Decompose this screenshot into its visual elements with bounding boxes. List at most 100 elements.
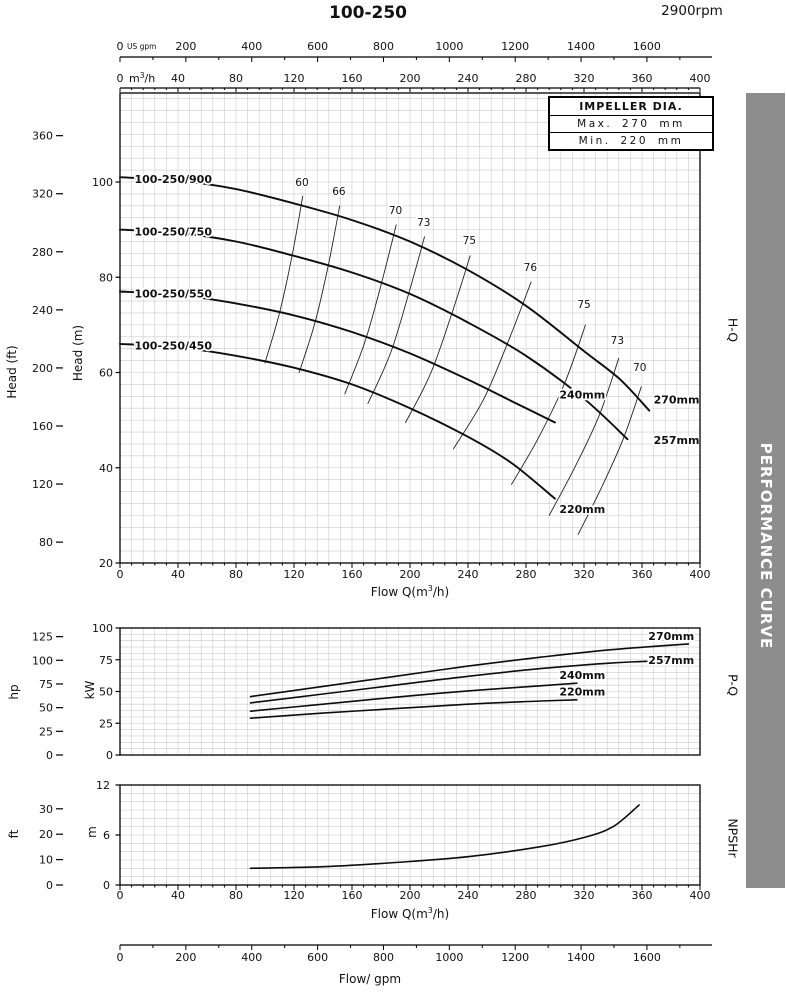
gpm-unit-label: US gpm [127,42,156,51]
efficiency-contour [453,281,532,450]
tick-label: 50 [39,702,53,715]
tick-label: 25 [39,725,53,738]
tick-label: 200 [175,951,196,964]
tick-label: 0 [106,749,113,762]
tick-label: 1000 [435,40,463,53]
impeller-dia-box: IMPELLER DIA. Max. 270 mm Min. 220 mm [548,96,714,151]
tick-label: 0 [117,40,124,53]
tick-label: 360 [632,72,653,85]
tick-label: 240 [458,72,479,85]
flow-label-pre: Flow Q(m [370,585,428,599]
tick-label: 60 [99,367,113,380]
tick-label: 1600 [633,951,661,964]
tick-label: 1600 [633,40,661,53]
tick-label: 125 [32,631,53,644]
impeller-label: 270mm [648,630,694,643]
efficiency-contour [264,195,304,364]
hq-section-label: H-Q [725,317,741,343]
tick-label: 800 [373,40,394,53]
efficiency-contour [405,255,471,423]
tick-label: 160 [342,568,363,581]
tick-label: 100 [32,654,53,667]
efficiency-label: 70 [633,362,646,374]
head-m-axis-label: Head (m) [71,324,85,382]
tick-label: 240 [458,889,479,902]
tick-label: 25 [99,717,113,730]
rpm-label: 2900rpm [661,3,723,19]
tick-label: 200 [400,889,421,902]
tick-label: 120 [32,478,53,491]
tick-label: 400 [241,40,262,53]
tick-label: 80 [99,271,113,284]
efficiency-label: 66 [332,186,346,198]
tick-label: 50 [99,686,113,699]
impeller-dia-max: Max. 270 mm [550,116,712,133]
flow-gpm-label: Flow/ gpm [338,972,402,986]
tick-label: 100 [92,176,113,189]
tick-label: 1000 [435,951,463,964]
tick-label: 6 [103,829,110,842]
hq-curve [119,228,629,441]
flow-label-sup: 3 [427,584,433,593]
tick-label: 400 [690,889,711,902]
tick-label: 200 [32,362,53,375]
tick-label: 1200 [501,951,529,964]
pq-chart-border [119,627,701,756]
npshr-chart-border [119,784,701,886]
efficiency-label: 75 [577,299,590,311]
tick-label: 280 [32,246,53,259]
tick-label: 160 [342,889,363,902]
hq-chart-border [119,92,701,564]
npshr-section-label: NPSHr [725,818,741,858]
tick-label: 20 [39,828,53,841]
flow-label-post: /h) [432,585,450,599]
efficiency-label: 73 [417,217,430,229]
tick-label: 360 [632,889,653,902]
tick-label: 320 [574,889,595,902]
m-axis-label: m [85,826,99,838]
efficiency-label: 73 [611,335,624,347]
tick-label: 160 [32,420,53,433]
impeller-label: 240mm [559,669,605,682]
kw-axis-label: kW [83,680,97,700]
tick-label: 800 [373,951,394,964]
page-title: 100-250 [328,3,408,23]
impeller-label: 220mm [559,503,605,516]
tick-label: 80 [229,889,243,902]
tick-label: 320 [574,568,595,581]
efficiency-contour [367,236,425,404]
pq-curve [249,699,578,719]
tick-label: 400 [690,568,711,581]
efficiency-label: 60 [295,177,308,189]
tick-label: 320 [574,72,595,85]
tick-label: 10 [39,854,53,867]
npshr-curve [249,804,640,870]
pq-curve [249,643,690,698]
tick-label: 240 [32,304,53,317]
pq-section-label: P-Q [725,673,741,697]
efficiency-contour [577,386,642,535]
flow-m3h-label-main: Flow Q(m3/h) [120,584,700,599]
tick-label: 0 [46,879,53,892]
tick-label: 20 [99,557,113,570]
efficiency-contour [344,224,397,395]
tick-label: 280 [516,72,537,85]
tick-label: 40 [171,568,185,581]
curve-name-label: 100-250/750 [135,225,213,238]
curve-name-label: 100-250/450 [135,340,213,353]
tick-label: 280 [516,568,537,581]
tick-label: 1400 [567,951,595,964]
tick-label: 120 [284,568,305,581]
tick-label: 80 [229,72,243,85]
m3h-unit-label: m3/h [129,71,155,85]
tick-label: 0 [117,951,124,964]
tick-label: 120 [284,72,305,85]
tick-label: 0 [46,749,53,762]
performance-banner: PERFORMANCE CURVE [746,93,785,888]
impeller-dia-title: IMPELLER DIA. [550,98,712,116]
efficiency-label: 75 [463,235,476,247]
head-ft-axis-label: Head (ft) [5,345,19,399]
impeller-label: 270mm [654,393,700,406]
tick-label: 80 [229,568,243,581]
